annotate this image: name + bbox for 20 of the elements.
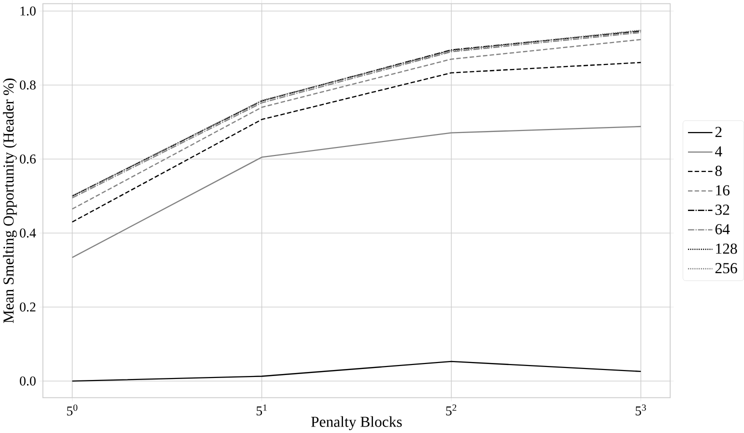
legend-label: 4 <box>715 146 722 156</box>
y-tick-label: 0.8 <box>20 80 36 90</box>
x-axis-title: Penalty Blocks <box>311 416 402 430</box>
legend-label: 16 <box>716 185 730 196</box>
y-axis-title: Mean Smelting Opportunity (Header %) <box>2 78 17 324</box>
legend-label: 2 <box>715 126 722 137</box>
x-tick-label: 5$^{3}$ <box>636 404 646 416</box>
y-tick-label: 0.0 <box>20 376 36 386</box>
x-tick-label: 5$^{2}$ <box>446 404 456 416</box>
x-tick-label: 5$^{1}$ <box>256 404 267 416</box>
y-tick-label: 1.0 <box>20 6 36 16</box>
legend-label: 128 <box>716 244 737 254</box>
y-tick-label: 0.2 <box>20 302 36 312</box>
y-tick-label: 0.6 <box>20 154 36 164</box>
x-tick-label: 5$^{0}$ <box>67 404 78 416</box>
legend-label: 8 <box>715 166 722 176</box>
legend-label: 64 <box>715 224 730 234</box>
legend-label: 256 <box>715 263 738 274</box>
legend-label: 32 <box>716 204 730 215</box>
y-tick-label: 0.4 <box>20 228 36 238</box>
